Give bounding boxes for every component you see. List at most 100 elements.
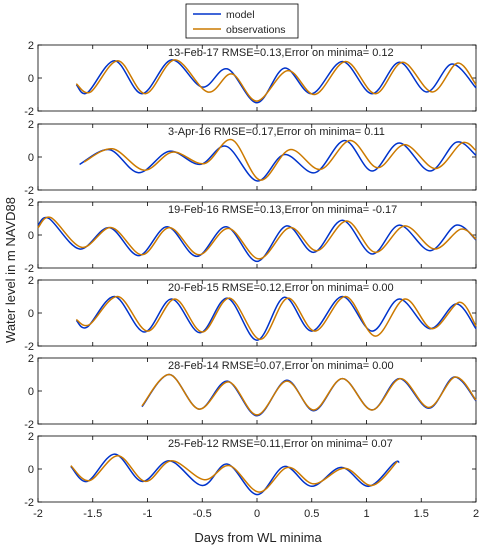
data-point-model: [455, 224, 457, 226]
data-point-observations: [37, 227, 39, 229]
data-point-observations: [371, 485, 373, 487]
data-point-observations: [475, 238, 477, 240]
data-point-observations: [345, 61, 347, 63]
data-point-observations: [349, 140, 351, 142]
series-line-observations: [37, 216, 477, 260]
data-point-observations: [404, 144, 406, 146]
data-point-observations: [259, 179, 261, 181]
data-point-observations: [374, 93, 376, 95]
panel-frame: [37, 201, 477, 269]
data-point-observations: [461, 142, 463, 144]
data-point-model: [225, 145, 227, 147]
data-point-observations: [402, 61, 404, 63]
data-point-observations: [90, 91, 92, 93]
data-point-model: [344, 140, 346, 142]
y-tick-label: -2: [24, 106, 34, 118]
data-point-observations: [313, 483, 315, 485]
data-point-model: [371, 170, 373, 172]
panels-group: -2 0 2 13-Feb-17 RMSE=0.13,Error on minima=…: [24, 40, 479, 520]
series-line-model: [75, 59, 477, 104]
data-point-observations: [460, 228, 462, 230]
x-tick-label: -1: [143, 508, 153, 520]
panel-annotation: 19-Feb-16 RMSE=0.13,Error on minima= -0.…: [168, 204, 397, 216]
data-point-observations: [400, 378, 402, 380]
data-point-observations: [89, 324, 91, 326]
data-point-observations: [475, 84, 477, 86]
data-point-observations: [172, 151, 174, 153]
data-point-observations: [81, 247, 83, 249]
series-line-model: [37, 216, 477, 263]
data-point-observations: [371, 409, 373, 411]
x-tick-label: 0.5: [304, 508, 319, 520]
y-tick-label: 2: [28, 353, 34, 365]
data-point-observations: [231, 139, 233, 141]
panel-2: -2 0 2 3-Apr-16 RMSE=0.17,Error on minima= …: [24, 119, 477, 197]
data-point-observations: [75, 319, 77, 321]
data-point-model: [284, 466, 286, 468]
panel-annotation: 13-Feb-17 RMSE=0.13,Error on minima= 0.1…: [168, 47, 394, 59]
y-tick-label: 0: [28, 308, 34, 320]
data-point-model: [114, 453, 116, 455]
series-line-observations: [83, 138, 477, 181]
data-point-observations: [198, 408, 200, 410]
data-point-observations: [70, 465, 72, 467]
data-point-model: [196, 256, 198, 258]
data-point-observations: [229, 465, 231, 467]
data-point-observations: [289, 149, 291, 151]
data-point-observations: [204, 163, 206, 165]
series-line-observations: [75, 295, 477, 341]
y-axis-label: Water level in m NAVD88: [3, 197, 18, 343]
data-point-observations: [316, 250, 318, 252]
y-tick-label: -2: [24, 497, 34, 509]
data-point-model: [475, 87, 477, 89]
data-point-observations: [314, 330, 316, 332]
y-tick-label: 2: [28, 119, 34, 131]
data-point-model: [169, 150, 171, 152]
data-point-observations: [204, 479, 206, 481]
data-point-observations: [143, 169, 145, 171]
data-point-observations: [320, 169, 322, 171]
panel-annotation: 25-Feb-12 RMSE=0.11,Error on minima= 0.0…: [168, 438, 393, 450]
legend-label-observations: observations: [226, 24, 286, 36]
data-point-observations: [144, 481, 146, 483]
data-point-observations: [289, 227, 291, 229]
data-point-observations: [229, 297, 231, 299]
data-point-observations: [256, 414, 258, 416]
y-tick-label: -2: [24, 341, 34, 353]
data-point-observations: [169, 227, 171, 229]
y-tick-label: 0: [28, 386, 34, 398]
panel-3: -2 0 2 19-Feb-16 RMSE=0.13,Error on minima=…: [24, 197, 477, 275]
data-point-model: [79, 248, 81, 250]
x-tick-label: 1.5: [414, 508, 429, 520]
data-point-model: [398, 462, 400, 464]
data-point-observations: [89, 480, 91, 482]
data-point-observations: [111, 227, 113, 229]
x-tick-label: 1: [363, 508, 369, 520]
data-point-observations: [50, 217, 52, 219]
x-tick-label: 0: [254, 508, 260, 520]
y-tick-label: -2: [24, 263, 34, 275]
data-point-observations: [147, 330, 149, 332]
data-point-observations: [475, 325, 477, 327]
panel-frame: [37, 44, 477, 112]
y-tick-label: 2: [28, 275, 34, 287]
series-line-observations: [141, 373, 477, 416]
data-point-observations: [475, 150, 477, 152]
data-point-observations: [434, 248, 436, 250]
data-point-model: [256, 102, 258, 104]
panel-5: -2 0 2 28-Feb-14 RMSE=0.07,Error on minima=…: [24, 353, 477, 431]
x-tick-label: -0.5: [193, 508, 212, 520]
data-point-observations: [231, 73, 233, 75]
data-point-observations: [287, 467, 289, 469]
data-point-model: [79, 164, 81, 166]
data-point-model: [138, 172, 140, 174]
legend-label-model: model: [226, 9, 255, 21]
data-point-model: [284, 296, 286, 298]
data-point-model: [429, 250, 431, 252]
data-point-model: [475, 328, 477, 330]
data-point-observations: [141, 405, 143, 407]
panel-annotation: 28-Feb-14 RMSE=0.07,Error on minima= 0.0…: [168, 360, 394, 372]
data-point-model: [426, 91, 428, 93]
data-point-observations: [454, 376, 456, 378]
